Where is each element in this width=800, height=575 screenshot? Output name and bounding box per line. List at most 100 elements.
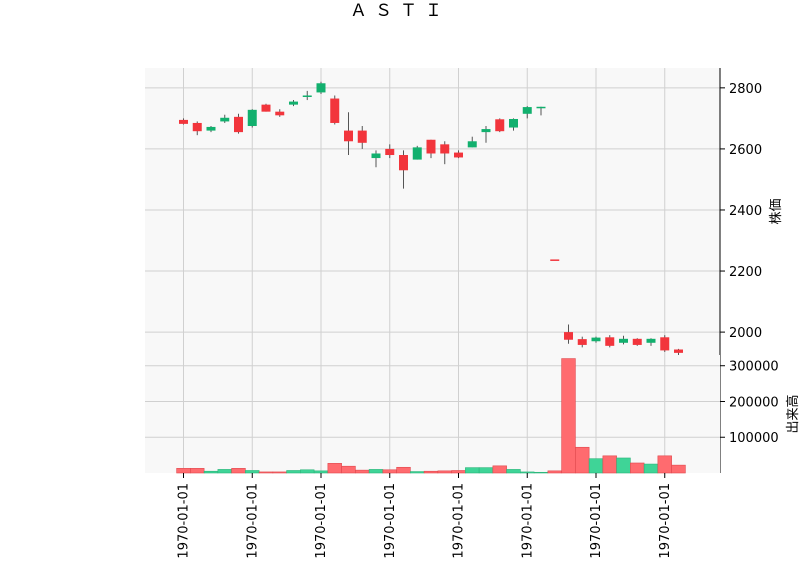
volume-bar [396,466,411,474]
volume-bar [355,469,370,474]
candle-body [399,155,408,171]
candle-body [674,349,683,353]
candle-body [467,141,477,148]
price-tick-label: 2000 [729,326,762,341]
x-tick-label: 1970-01-01 [452,483,467,559]
volume-panel: 100000 200000 300000 出来高 [145,355,800,474]
candle-body [316,83,326,93]
volume-bars [176,358,686,474]
volume-bar [327,463,342,474]
candle-body [192,122,202,132]
candle-body [371,153,381,159]
volume-bar [300,469,315,474]
volume-bar [313,470,329,474]
price-tick-label: 2800 [729,82,762,97]
price-panel-background [145,68,720,355]
candle-body [536,106,546,109]
volume-tick-label: 300000 [729,360,779,375]
volume-bar [671,464,686,474]
volume-bar [506,469,521,474]
candle-body [440,144,450,154]
candle-body [522,107,532,114]
candle-body [385,148,395,156]
candle-body [591,337,601,342]
candle-body [344,130,353,142]
volume-bar [341,465,356,474]
volume-tick-label: 200000 [729,395,779,410]
volume-bar [602,455,617,474]
candle-body [247,109,257,127]
price-tick-label: 2200 [729,265,762,280]
volume-axis-label: 出来高 [785,394,800,433]
volume-bar [616,457,631,474]
volume-bar [575,446,590,474]
volume-bar [245,470,260,474]
price-axis-ticks: 2000 2200 2400 2600 2800 [719,68,762,473]
candle-body [619,338,628,343]
volume-bar [561,358,576,474]
volume-bar [478,467,494,474]
candle-body [412,147,422,160]
candle-body [577,339,587,345]
candle-body [275,111,285,116]
candle-body [632,338,642,345]
x-tick-label: 1970-01-01 [245,483,260,559]
volume-bar [382,469,397,474]
x-tick-label: 1970-01-01 [314,483,329,559]
candle-body [564,332,573,340]
candle-body [206,126,216,131]
volume-bar [643,463,659,474]
x-tick-label: 1970-01-01 [658,483,673,559]
candle-body [454,152,463,158]
volume-bar [492,465,507,474]
chart-title: ＡＳＴＩ [350,1,450,21]
candles [179,81,683,355]
volume-bar [258,471,274,474]
candle-body [330,98,340,123]
volume-bar [437,470,452,474]
x-tick-label: 1970-01-01 [520,483,535,559]
x-axis-ticks: 1970-01-01 1970-01-01 1970-01-01 1970-01-01… [177,473,673,559]
candle-body [660,337,670,351]
volume-bar [588,458,604,474]
candle-body [357,130,367,143]
volume-bar [190,468,205,474]
price-tick-label: 2600 [729,143,762,158]
candle-body [179,119,188,124]
volume-bar [657,455,672,474]
x-tick-label: 1970-01-01 [383,483,398,559]
volume-axis-ticks: 100000 200000 300000 [720,360,779,446]
candle-body [495,119,505,132]
volume-bar [176,468,191,474]
candle-body [481,129,491,133]
candle-body [289,101,298,105]
price-axis-label: 株価 [769,198,784,224]
x-tick-label: 1970-01-01 [589,483,604,559]
volume-bar [423,470,439,474]
candle-body [426,139,436,154]
volume-bar [451,470,466,474]
price-tick-label: 2400 [729,204,762,219]
candle-body [509,118,518,128]
volume-bar [203,470,219,474]
candle-body [302,95,312,98]
candle-body [550,259,560,261]
candle-body [234,116,243,133]
volume-panel-background [145,355,720,473]
volume-bar [272,471,287,474]
volume-bar [533,471,549,474]
volume-bar [465,467,480,474]
price-panel: 2000 2200 2400 2600 2800 株価 [145,68,784,473]
volume-bar [217,469,232,474]
price-grid [145,68,720,355]
x-tick-label: 1970-01-01 [177,483,192,559]
volume-bar [231,468,246,474]
volume-bar [520,471,535,474]
volume-bar [410,471,425,474]
candle-body [220,117,230,122]
volume-bar [630,462,645,474]
volume-bar [368,469,384,474]
candle-body [646,338,656,343]
volume-bar [547,470,562,474]
